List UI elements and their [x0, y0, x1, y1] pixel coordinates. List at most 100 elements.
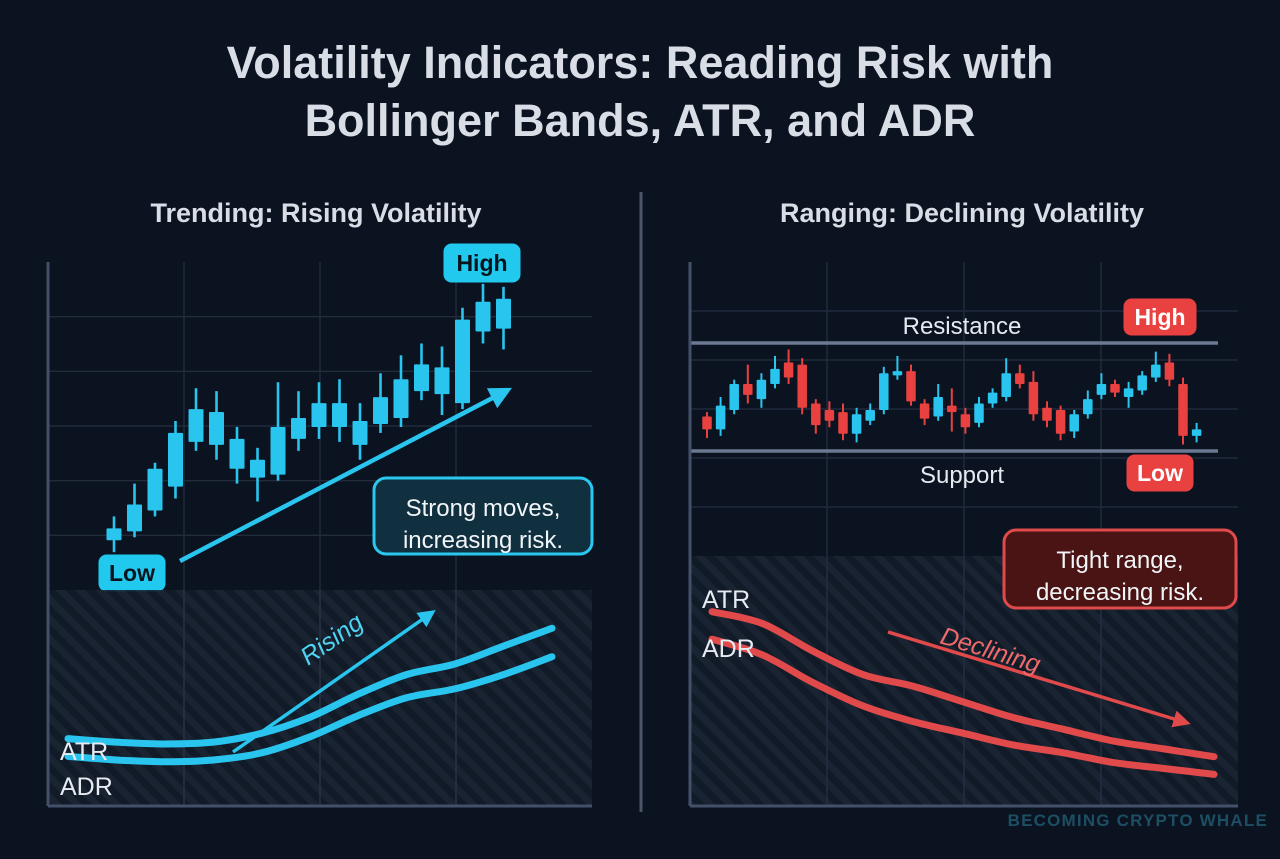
candle — [892, 355, 903, 380]
left-axes — [46, 262, 592, 808]
right-callout-line-2: decreasing risk. — [1036, 579, 1204, 606]
candle — [373, 373, 388, 433]
candle — [1069, 409, 1079, 439]
right-low-badge: Low — [1126, 454, 1194, 492]
candle — [393, 355, 409, 427]
candle — [824, 401, 835, 428]
candle — [188, 388, 204, 451]
candle — [715, 397, 726, 436]
left-adr-label: ADR — [60, 773, 113, 801]
right-atr-label: ATR — [702, 586, 750, 614]
candle — [414, 343, 429, 401]
candle — [455, 307, 470, 410]
resistance-label: Resistance — [903, 313, 1022, 340]
left-callout: Strong moves, increasing risk. — [372, 476, 594, 556]
left-high-badge: High — [443, 243, 521, 283]
watermark: BECOMING CRYPTO WHALE — [1008, 811, 1268, 830]
right-callout: Tight range, decreasing risk. — [1002, 528, 1238, 610]
title-line-2: Bollinger Bands, ATR, and ADR — [305, 95, 976, 146]
right-high-badge-label: High — [1134, 304, 1185, 330]
candle — [475, 283, 491, 344]
right-candlestick-series — [702, 349, 1202, 445]
title-line-1: Volatility Indicators: Reading Risk with — [227, 37, 1054, 88]
candle — [270, 382, 286, 481]
left-rising-arrow — [231, 609, 436, 754]
candle — [770, 355, 780, 389]
candle — [947, 388, 957, 432]
candle — [933, 384, 943, 421]
candle — [906, 364, 916, 406]
left-high-badge-label: High — [456, 250, 507, 276]
candle — [311, 382, 327, 439]
right-callout-line-1: Tight range, — [1056, 547, 1183, 574]
candle — [496, 286, 511, 350]
candle — [879, 366, 889, 415]
candle — [743, 364, 753, 404]
candle — [1137, 371, 1147, 395]
left-atr-line — [64, 624, 556, 748]
page-title: Volatility Indicators: Reading Risk with… — [227, 37, 1054, 146]
left-candlestick-series — [106, 283, 511, 553]
candle — [987, 388, 998, 408]
ranging-panel: Ranging: Declining Volatility Resistance S… — [688, 198, 1238, 808]
left-low-badge: Low — [98, 554, 166, 592]
right-axes — [688, 262, 1238, 808]
candle — [1110, 379, 1120, 397]
candle — [811, 399, 821, 434]
candle — [1178, 377, 1188, 445]
candle — [1164, 353, 1175, 387]
right-panel-title: Ranging: Declining Volatility — [780, 198, 1144, 228]
left-callout-line-2: increasing risk. — [403, 527, 563, 554]
candle — [127, 483, 142, 538]
candle — [229, 426, 245, 484]
left-atr-label: ATR — [60, 738, 108, 766]
left-panel-title: Trending: Rising Volatility — [150, 198, 481, 228]
left-callout-line-1: Strong moves, — [406, 495, 561, 522]
candle — [702, 412, 712, 439]
candle — [783, 349, 794, 385]
candle — [974, 397, 984, 428]
right-atr-line — [708, 608, 1218, 761]
left-indicator-region — [48, 590, 592, 806]
candle — [865, 403, 875, 426]
candle — [756, 373, 767, 408]
candle — [919, 399, 930, 426]
candle — [838, 403, 848, 441]
candle — [209, 391, 224, 460]
left-adr-line — [64, 653, 556, 766]
candle — [1123, 381, 1134, 408]
candle — [106, 516, 122, 553]
candle — [960, 407, 971, 434]
right-declining-arrow — [887, 630, 1191, 728]
candle — [729, 379, 739, 415]
candle — [1096, 373, 1107, 400]
right-adr-line — [708, 635, 1218, 778]
candle — [352, 403, 368, 460]
candle — [1083, 390, 1093, 419]
left-low-badge-label: Low — [109, 560, 155, 586]
candle — [1015, 364, 1025, 389]
right-price-grid — [690, 262, 1238, 556]
candle — [1001, 358, 1011, 402]
candle — [1028, 371, 1039, 421]
right-high-badge: High — [1123, 298, 1197, 336]
candle — [797, 358, 807, 415]
right-low-badge-label: Low — [1137, 460, 1183, 486]
candle — [291, 391, 306, 451]
trending-panel: Trending: Rising Volatility High Low Strong… — [46, 198, 594, 808]
candle — [168, 421, 183, 499]
candle — [1191, 422, 1202, 443]
left-trend-arrow — [178, 387, 512, 563]
candle — [1042, 401, 1052, 428]
candle — [250, 447, 265, 502]
candle — [147, 462, 163, 517]
candle — [1055, 405, 1066, 441]
right-adr-label: ADR — [702, 635, 755, 663]
candle — [851, 407, 862, 443]
support-label: Support — [920, 462, 1004, 489]
candle — [332, 379, 347, 442]
candle — [1151, 351, 1161, 382]
candle — [434, 346, 450, 416]
